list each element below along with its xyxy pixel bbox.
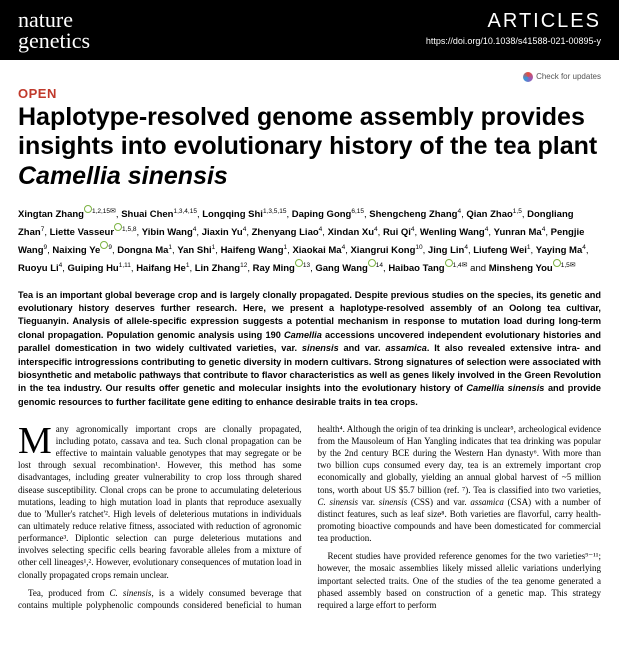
abstract: Tea is an important global beverage crop… <box>18 289 601 409</box>
author: Zhenyang Liao <box>252 227 319 238</box>
author: Haifeng Wang <box>221 245 284 256</box>
dropcap: M <box>18 423 56 457</box>
author: Ray Ming <box>253 263 295 274</box>
author: Haibao Tang <box>388 263 444 274</box>
orcid-icon[interactable] <box>368 259 376 267</box>
author: Jing Lin <box>428 245 464 256</box>
check-updates-label: Check for updates <box>536 72 601 81</box>
orcid-icon[interactable] <box>84 205 92 213</box>
check-updates-badge[interactable]: Check for updates <box>18 72 601 82</box>
section-label: ARTICLES <box>426 10 601 33</box>
author: Yunran Ma <box>494 227 542 238</box>
brand-line2: genetics <box>18 31 90 52</box>
author: Shuai Chen <box>121 209 173 220</box>
author: Yibin Wang <box>142 227 193 238</box>
open-access-label: OPEN <box>18 86 601 101</box>
orcid-icon[interactable] <box>553 259 561 267</box>
author-list: Xingtan Zhang1,2,15✉, Shuai Chen1,3,4,15… <box>18 205 601 277</box>
author: Yan Shi <box>177 245 211 256</box>
author: Longqing Shi <box>202 209 263 220</box>
author: Xiaokai Ma <box>292 245 341 256</box>
author: Daping Gong <box>292 209 352 220</box>
author: Xiangrui Kong <box>350 245 415 256</box>
author: Ruoyu Li <box>18 263 59 274</box>
body-para-1: Many agronomically important crops are c… <box>18 423 302 581</box>
author: Dongna Ma <box>117 245 168 256</box>
author: Minsheng You <box>489 263 553 274</box>
author: Xindan Xu <box>328 227 374 238</box>
author: Liufeng Wei <box>473 245 527 256</box>
title-species: Camellia sinensis <box>18 162 228 190</box>
author: Yaying Ma <box>536 245 582 256</box>
orcid-icon[interactable] <box>445 259 453 267</box>
author: Shengcheng Zhang <box>369 209 457 220</box>
article-title: Haplotype-resolved genome assembly provi… <box>18 103 601 192</box>
author: Gang Wang <box>315 263 367 274</box>
author: Xingtan Zhang <box>18 209 84 220</box>
crossmark-icon <box>523 72 533 82</box>
author: Wenling Wang <box>420 227 485 238</box>
author: Lin Zhang <box>195 263 240 274</box>
doi-link[interactable]: https://doi.org/10.1038/s41588-021-00895… <box>426 36 601 46</box>
journal-brand: nature genetics <box>18 10 90 52</box>
author: Guiping Hu <box>68 263 119 274</box>
article-content: Check for updates OPEN Haplotype-resolve… <box>0 60 619 614</box>
author: Jiaxin Yu <box>202 227 243 238</box>
body-para-3: Recent studies have provided reference g… <box>318 550 602 611</box>
author: Haifang He <box>136 263 186 274</box>
author: Rui Qi <box>383 227 411 238</box>
body-text: Many agronomically important crops are c… <box>18 423 601 614</box>
author: Naixing Ye <box>52 245 100 256</box>
author: Liette Vasseur <box>50 227 114 238</box>
orcid-icon[interactable] <box>114 223 122 231</box>
header-right: ARTICLES https://doi.org/10.1038/s41588-… <box>426 10 601 46</box>
author: Qian Zhao <box>466 209 512 220</box>
orcid-icon[interactable] <box>295 259 303 267</box>
title-text: Haplotype-resolved genome assembly provi… <box>18 103 597 161</box>
journal-header: nature genetics ARTICLES https://doi.org… <box>0 0 619 60</box>
